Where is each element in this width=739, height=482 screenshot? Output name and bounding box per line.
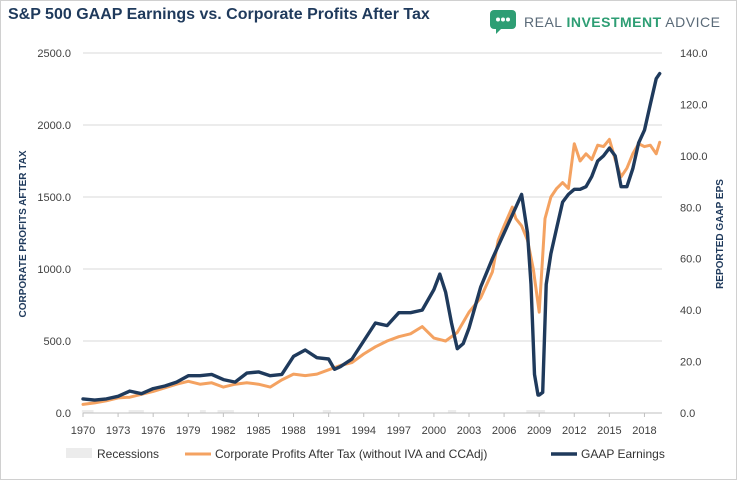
left-tick-label: 2500.0 (37, 48, 71, 60)
recession-band (128, 410, 144, 413)
chat-bubble-icon (490, 10, 516, 34)
recession-band (322, 410, 331, 413)
brand-word-real: REAL (524, 14, 567, 30)
x-tick-label: 2009 (527, 425, 551, 437)
x-tick-label: 1997 (387, 425, 411, 437)
gaap-earnings-line (81, 71, 662, 402)
x-tick-label: 2012 (562, 425, 586, 437)
recession-band (526, 410, 546, 413)
brand-name: REAL INVESTMENT ADVICE (524, 14, 720, 30)
legend-label-recessions: Recessions (97, 447, 159, 461)
x-tick-label: 2006 (492, 425, 516, 437)
right-tick-label: 140.0 (680, 48, 708, 60)
x-tick-label: 2000 (422, 425, 446, 437)
right-tick-label: 0.0 (680, 408, 695, 420)
right-tick-label: 60.0 (680, 254, 701, 266)
corporate-profits-line (81, 137, 662, 406)
left-tick-label: 0.0 (56, 408, 71, 420)
recession-band (199, 410, 206, 413)
right-tick-label: 20.0 (680, 357, 701, 369)
x-tick-label: 1973 (106, 425, 130, 437)
recession-band (217, 410, 234, 413)
series-lines (81, 71, 662, 406)
x-tick-label: 1976 (141, 425, 165, 437)
gridlines (83, 52, 662, 414)
right-tick-label: 40.0 (680, 305, 701, 317)
recession-band (81, 410, 94, 413)
left-tick-label: 500.0 (43, 336, 71, 348)
brand-word-advice: ADVICE (661, 14, 721, 30)
x-tick-label: 1979 (176, 425, 200, 437)
right-tick-label: 100.0 (680, 151, 708, 163)
legend-label-gaap-earnings: GAAP Earnings (581, 447, 665, 461)
x-tick-label: 1982 (211, 425, 235, 437)
left-axis-title: CORPORATE PROFITS AFTER TAX (18, 150, 29, 317)
right-axis-title: REPORTED GAAP EPS (715, 179, 726, 289)
x-tick-label: 1970 (71, 425, 95, 437)
right-tick-label: 120.0 (680, 99, 708, 111)
left-tick-label: 1000.0 (37, 264, 71, 276)
left-tick-label: 1500.0 (37, 192, 71, 204)
legend: Recessions Corporate Profits After Tax (w… (66, 447, 665, 461)
chart-title: S&P 500 GAAP Earnings vs. Corporate Prof… (8, 6, 430, 23)
x-tick-label: 1991 (316, 425, 340, 437)
legend-swatch-recessions (66, 448, 92, 458)
recession-band (447, 410, 457, 413)
x-tick-label: 2003 (457, 425, 481, 437)
x-tick-label: 1988 (281, 425, 305, 437)
x-tick-label: 2015 (597, 425, 621, 437)
brand-logo: REAL INVESTMENT ADVICE (490, 10, 720, 34)
brand-word-investment: INVESTMENT (566, 14, 662, 30)
x-tick-label: 2018 (632, 425, 656, 437)
axes: 0.0 500.0 1000.0 1500.0 2000.0 2500.0 0.0 20.0 4… (37, 48, 707, 437)
recession-bands (81, 410, 546, 413)
x-tick-label: 1985 (246, 425, 270, 437)
right-tick-label: 80.0 (680, 202, 701, 214)
left-tick-label: 2000.0 (37, 120, 71, 132)
legend-label-corporate-profits: Corporate Profits After Tax (without IVA… (215, 447, 487, 461)
x-tick-label: 1994 (351, 425, 375, 437)
